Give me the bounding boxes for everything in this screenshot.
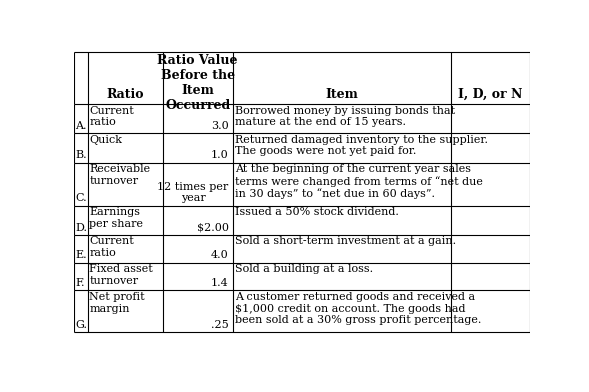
Text: Current
ratio: Current ratio <box>89 236 134 258</box>
Text: Sold a short-term investment at a gain.: Sold a short-term investment at a gain. <box>235 236 456 247</box>
Text: 3.0: 3.0 <box>211 121 229 131</box>
Text: Earnings
per share: Earnings per share <box>89 207 143 229</box>
Text: A customer returned goods and received a
$1,000 credit on account. The goods had: A customer returned goods and received a… <box>235 292 481 325</box>
Text: 1.0: 1.0 <box>211 150 229 160</box>
Text: Sold a building at a loss.: Sold a building at a loss. <box>235 264 373 274</box>
Text: C.: C. <box>75 193 87 203</box>
Text: 1.4: 1.4 <box>211 278 229 288</box>
Text: 4.0: 4.0 <box>211 250 229 260</box>
Text: Receivable
turnover: Receivable turnover <box>89 164 150 186</box>
Text: G.: G. <box>75 319 87 330</box>
Text: A.: A. <box>75 121 87 131</box>
Text: D.: D. <box>75 223 87 232</box>
Text: B.: B. <box>75 150 87 160</box>
Text: Borrowed money by issuing bonds that
mature at the end of 15 years.: Borrowed money by issuing bonds that mat… <box>235 105 455 127</box>
Text: F.: F. <box>75 278 85 288</box>
Text: Fixed asset
turnover: Fixed asset turnover <box>89 264 153 286</box>
Text: Quick: Quick <box>89 135 122 145</box>
Text: 12 times per
year: 12 times per year <box>157 182 229 203</box>
Text: Item: Item <box>325 88 358 101</box>
Text: Net profit
margin: Net profit margin <box>89 292 145 314</box>
Text: At the beginning of the current year sales
terms were changed from terms of “net: At the beginning of the current year sal… <box>235 164 483 199</box>
Text: Ratio: Ratio <box>107 88 144 101</box>
Text: Returned damaged inventory to the supplier.
The goods were not yet paid for.: Returned damaged inventory to the suppli… <box>235 135 488 156</box>
Text: $2.00: $2.00 <box>197 223 229 232</box>
Text: Ratio Value
Before the
Item
Occurred: Ratio Value Before the Item Occurred <box>157 54 238 112</box>
Text: Current
ratio: Current ratio <box>89 105 134 127</box>
Text: .25: .25 <box>211 319 229 330</box>
Text: Issued a 50% stock dividend.: Issued a 50% stock dividend. <box>235 207 399 217</box>
Text: I, D, or N: I, D, or N <box>458 88 523 101</box>
Text: E.: E. <box>75 250 87 260</box>
